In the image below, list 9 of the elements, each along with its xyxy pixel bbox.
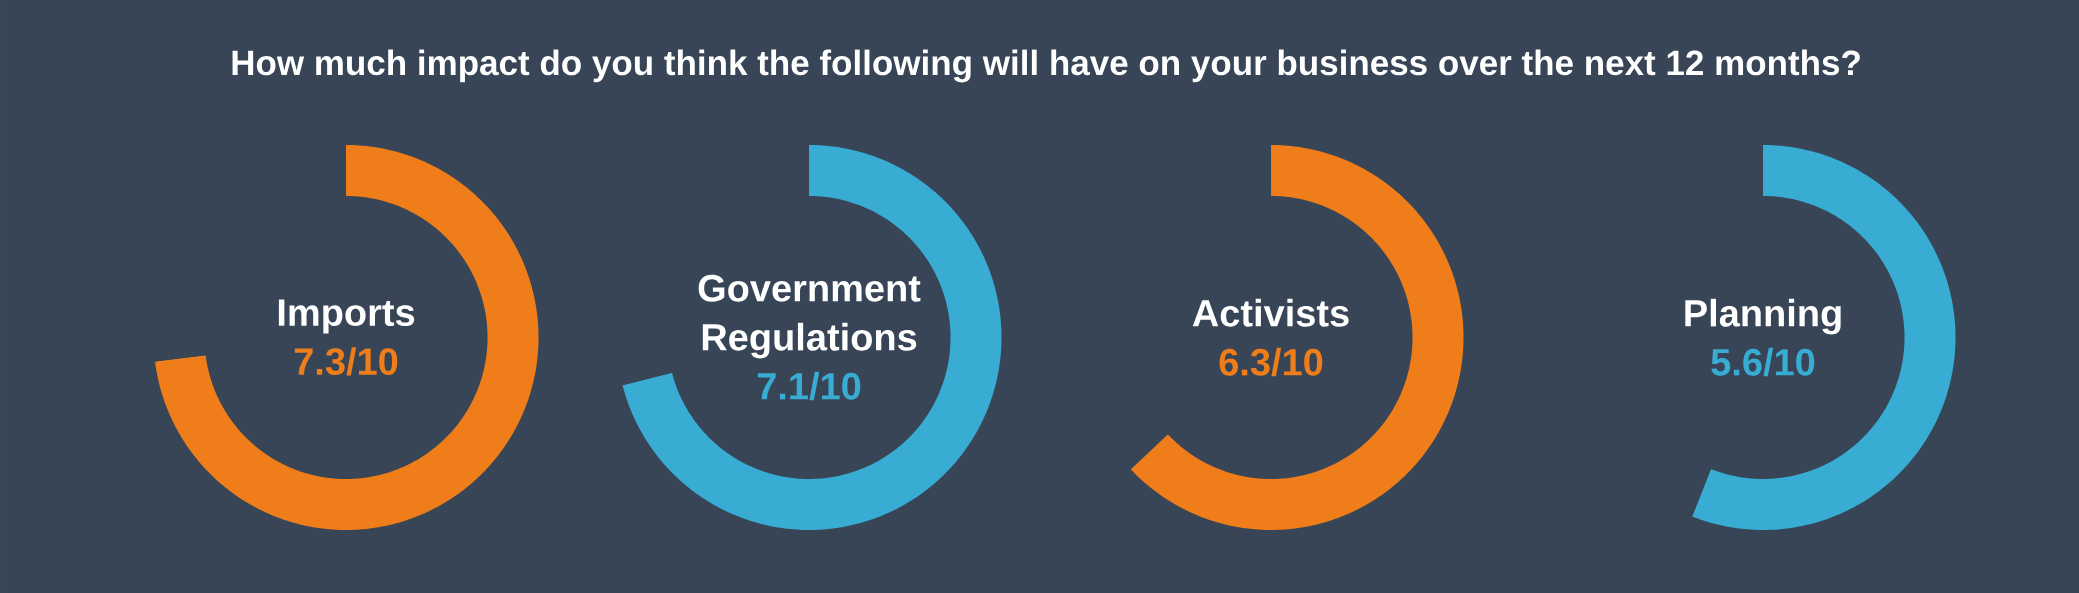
slice-label: Planning	[1685, 298, 1841, 335]
text: 5.6/10	[1711, 347, 1815, 377]
slice-label: Imports	[278, 299, 415, 334]
text: How much impact do you think the following will have on your business over the next 12 months?	[232, 49, 1860, 83]
text: 7.3/10	[294, 347, 398, 376]
text: 7.1/10	[757, 371, 861, 401]
slice-label: Government Regulations	[698, 274, 921, 359]
slice-label: Activists	[1192, 298, 1349, 327]
text: 6.3/10	[1219, 347, 1323, 377]
